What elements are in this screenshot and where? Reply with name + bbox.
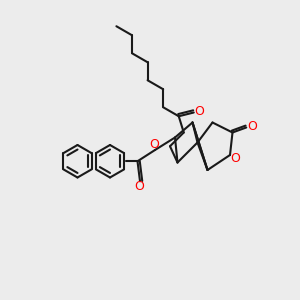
Text: O: O — [194, 105, 204, 118]
Text: O: O — [134, 180, 144, 193]
Text: O: O — [247, 120, 257, 133]
Text: O: O — [231, 152, 240, 165]
Text: O: O — [149, 138, 159, 151]
